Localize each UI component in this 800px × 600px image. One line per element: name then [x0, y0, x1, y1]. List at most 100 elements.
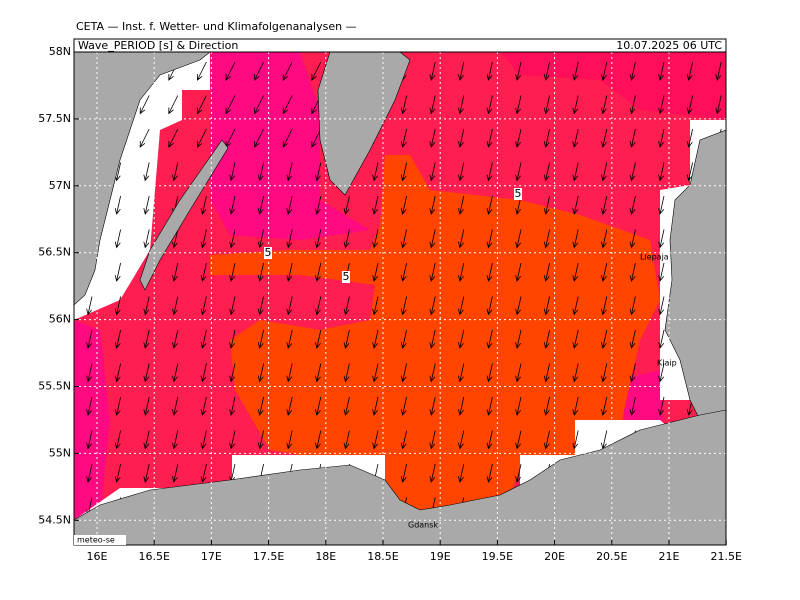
direction-arrow — [200, 430, 207, 450]
direction-arrow — [372, 262, 379, 282]
direction-arrow — [486, 195, 493, 215]
direction-arrow — [229, 296, 236, 316]
direction-arrow — [200, 463, 207, 483]
direction-arrow — [629, 195, 636, 215]
direction-arrow — [629, 128, 636, 148]
lon-label: 16.5E — [138, 550, 169, 563]
direction-arrow — [200, 229, 207, 249]
direction-arrow — [257, 262, 264, 282]
direction-arrow — [515, 229, 522, 249]
direction-arrow — [372, 396, 379, 416]
direction-arrow — [429, 329, 436, 349]
direction-arrow — [543, 329, 550, 349]
direction-arrow — [601, 262, 608, 282]
direction-arrow — [486, 95, 493, 115]
direction-arrow — [486, 229, 493, 249]
direction-arrow — [311, 128, 322, 148]
direction-arrow — [429, 229, 436, 249]
direction-arrow — [286, 229, 293, 249]
direction-arrow — [172, 463, 179, 483]
lon-label: 16E — [87, 550, 108, 563]
datetime: 10.07.2025 06 UTC — [616, 39, 722, 52]
direction-arrow — [486, 430, 493, 450]
direction-arrow — [429, 396, 436, 416]
direction-arrow — [372, 296, 379, 316]
direction-arrow — [429, 430, 436, 450]
direction-arrow — [254, 128, 264, 148]
direction-arrow — [172, 229, 179, 249]
lon-label: 18.5E — [367, 550, 398, 563]
direction-arrow — [282, 128, 293, 148]
direction-arrow — [143, 296, 150, 316]
direction-arrow — [286, 195, 293, 215]
direction-arrow — [311, 61, 322, 81]
direction-arrow — [686, 95, 693, 115]
direction-arrow — [200, 262, 207, 282]
direction-arrow — [172, 296, 179, 316]
place-label: Klaip — [657, 359, 677, 368]
direction-arrow — [343, 296, 350, 316]
direction-arrow — [343, 329, 350, 349]
direction-arrow — [114, 396, 121, 416]
direction-arrow — [515, 363, 522, 383]
direction-arrow — [629, 262, 636, 282]
direction-arrow — [458, 463, 465, 483]
direction-arrow — [515, 162, 522, 182]
direction-arrow — [658, 162, 665, 182]
direction-arrow — [172, 396, 179, 416]
direction-arrow — [429, 95, 436, 115]
direction-arrow — [515, 396, 522, 416]
direction-arrow — [458, 195, 465, 215]
direction-arrow — [86, 329, 93, 349]
lon-label: 19.5E — [482, 550, 513, 563]
land — [139, 139, 229, 291]
direction-arrow — [400, 95, 407, 115]
direction-arrow — [343, 195, 350, 215]
direction-arrow — [229, 329, 236, 349]
direction-arrow — [658, 262, 665, 282]
direction-arrow — [601, 95, 608, 115]
direction-arrow — [86, 463, 93, 483]
direction-arrow — [572, 195, 579, 215]
direction-arrow — [200, 396, 207, 416]
direction-arrow — [372, 363, 379, 383]
direction-arrow — [458, 329, 465, 349]
land — [74, 409, 726, 545]
direction-arrow — [486, 162, 493, 182]
direction-arrow — [572, 162, 579, 182]
direction-arrow — [315, 363, 322, 383]
direction-arrow — [458, 430, 465, 450]
direction-arrow — [601, 329, 608, 349]
direction-arrow — [686, 61, 693, 81]
direction-arrow — [429, 296, 436, 316]
direction-arrow — [629, 363, 636, 383]
direction-arrow — [629, 296, 636, 316]
direction-arrow — [629, 396, 636, 416]
lat-label: 54.5N — [38, 513, 71, 526]
direction-arrow — [257, 296, 264, 316]
direction-arrow — [572, 363, 579, 383]
direction-arrow — [372, 162, 379, 182]
direction-arrow — [343, 363, 350, 383]
direction-arrow — [543, 195, 550, 215]
lon-label: 21.5E — [710, 550, 741, 563]
direction-arrow — [715, 95, 722, 115]
lat-label: 56N — [49, 313, 71, 326]
direction-arrow — [458, 229, 465, 249]
direction-arrow — [572, 329, 579, 349]
direction-arrow — [143, 463, 150, 483]
direction-arrow — [372, 329, 379, 349]
contour-label: 5 — [265, 246, 272, 259]
direction-arrow — [86, 430, 93, 450]
direction-arrow — [254, 61, 264, 81]
direction-arrow — [629, 162, 636, 182]
direction-arrow — [601, 296, 608, 316]
direction-arrow — [315, 396, 322, 416]
direction-arrow — [229, 363, 236, 383]
lat-label: 55.5N — [38, 380, 71, 393]
parameter: Wave_PERIOD [s] & Direction — [78, 39, 238, 52]
direction-arrow — [257, 229, 264, 249]
direction-arrow — [86, 363, 93, 383]
direction-arrow — [658, 61, 665, 81]
direction-arrow — [315, 195, 322, 215]
